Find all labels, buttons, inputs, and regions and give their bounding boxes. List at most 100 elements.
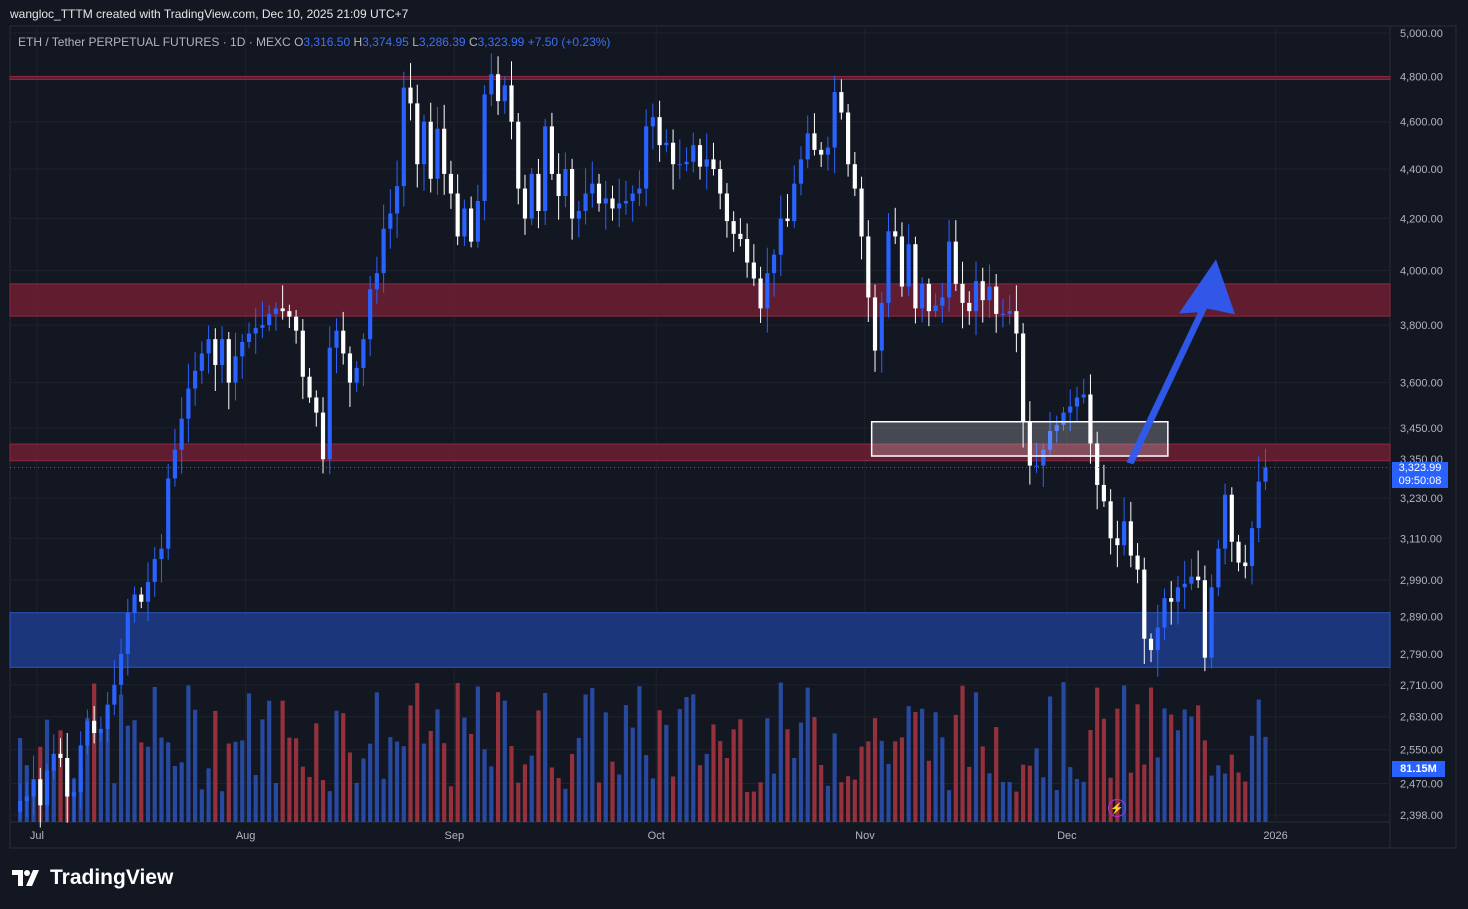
volume-bar — [563, 788, 568, 822]
volume-bar — [960, 685, 965, 822]
low-value: 3,286.39 — [418, 35, 466, 49]
candle-body — [536, 173, 541, 211]
volume-bar — [973, 692, 979, 822]
candle-body — [872, 297, 878, 351]
candle-body — [953, 241, 958, 284]
volume-bar — [1115, 708, 1120, 822]
volume-bar — [1243, 781, 1248, 822]
volume-bar — [502, 700, 507, 822]
volume-bar — [475, 686, 480, 822]
volume-bar — [381, 778, 386, 822]
candle-body — [866, 236, 871, 298]
volume-bar — [1249, 735, 1255, 822]
volume-bar — [765, 718, 770, 822]
x-tick-label: 2026 — [1263, 830, 1287, 842]
volume-bar — [718, 741, 723, 822]
volume-bar — [758, 782, 763, 822]
volume-bar — [280, 700, 285, 822]
candle-body — [38, 779, 43, 806]
volume-bar — [1189, 716, 1194, 822]
volume-bar — [1122, 685, 1127, 822]
volume-bar — [724, 758, 730, 822]
candle-body — [940, 297, 945, 306]
volume-bar — [448, 786, 454, 822]
y-tick-label: 2,630.00 — [1400, 712, 1443, 724]
candle-body — [805, 133, 810, 160]
candle-body — [112, 684, 117, 705]
candle-body — [832, 92, 837, 148]
candle-body — [718, 169, 723, 194]
candle-body — [354, 367, 359, 383]
volume-bar — [1175, 730, 1181, 822]
volume-bar — [1068, 767, 1073, 822]
candle-body — [78, 745, 83, 793]
volume-bar — [267, 700, 272, 822]
candle-body — [1135, 555, 1140, 570]
candle-body — [273, 308, 278, 314]
candle-body — [1249, 528, 1255, 567]
low-label: L — [412, 35, 419, 49]
x-tick-label: Jul — [30, 830, 44, 842]
y-tick-label: 4,000.00 — [1400, 265, 1443, 277]
volume-bar — [1162, 708, 1167, 822]
lightning-icon[interactable]: ⚡ — [1108, 799, 1126, 817]
candle-body — [139, 594, 144, 602]
volume-bar — [1155, 757, 1160, 822]
volume-bar — [408, 705, 413, 822]
y-tick-label: 2,990.00 — [1400, 575, 1443, 587]
candle-body — [859, 188, 864, 237]
candle-body — [684, 161, 689, 165]
candle-body — [58, 753, 63, 758]
volume-bar — [812, 717, 817, 822]
candle-body — [967, 302, 972, 312]
tradingview-logo[interactable]: TradingView — [12, 866, 173, 890]
change-value: +7.50 (+0.23%) — [527, 35, 611, 49]
candle-body — [105, 704, 110, 729]
volume-bar — [415, 683, 420, 822]
volume-bar — [145, 746, 151, 822]
volume-bar — [704, 753, 709, 822]
candle-body — [132, 594, 137, 613]
volume-bar — [85, 718, 90, 822]
candle-body — [1243, 562, 1248, 567]
candle-body — [1236, 541, 1241, 563]
candle-body — [327, 347, 332, 460]
volume-bar — [179, 762, 184, 822]
candle-body — [475, 200, 480, 242]
candle-body — [294, 316, 299, 331]
volume-bar — [1196, 705, 1201, 822]
candle-body — [812, 133, 817, 150]
volume-bar — [1222, 773, 1228, 822]
candle-body — [670, 142, 676, 165]
candle-body — [771, 254, 777, 274]
y-tick-label: 5,000.00 — [1400, 28, 1443, 40]
candle-body — [1061, 412, 1066, 425]
volume-bar — [246, 693, 252, 822]
volume-bar — [18, 738, 23, 822]
candle-body — [31, 779, 36, 797]
volume-bar — [872, 718, 878, 822]
volume-bar — [172, 765, 178, 822]
volume-bar — [1000, 781, 1006, 822]
candle-body — [1027, 421, 1032, 466]
volume-bar — [240, 740, 245, 822]
candle-body — [516, 121, 521, 189]
volume-bar — [926, 760, 931, 822]
candle-body — [1041, 449, 1046, 466]
volume-bar — [859, 746, 864, 822]
volume-bar — [388, 737, 393, 822]
volume-bar — [1182, 709, 1187, 822]
symbol-title[interactable]: ETH / Tether PERPETUAL FUTURES · 1D · ME… — [18, 35, 291, 49]
volume-bar — [92, 683, 97, 822]
candle-body — [394, 186, 400, 214]
candle-body — [644, 126, 649, 189]
candle-body — [1169, 598, 1174, 602]
candle-body — [1014, 311, 1019, 334]
volume-bar — [428, 730, 433, 822]
volume-bar — [1229, 754, 1234, 822]
candle-body — [24, 796, 29, 801]
candle-body — [846, 112, 851, 165]
candle-body — [206, 339, 211, 354]
volume-bar — [469, 733, 474, 822]
